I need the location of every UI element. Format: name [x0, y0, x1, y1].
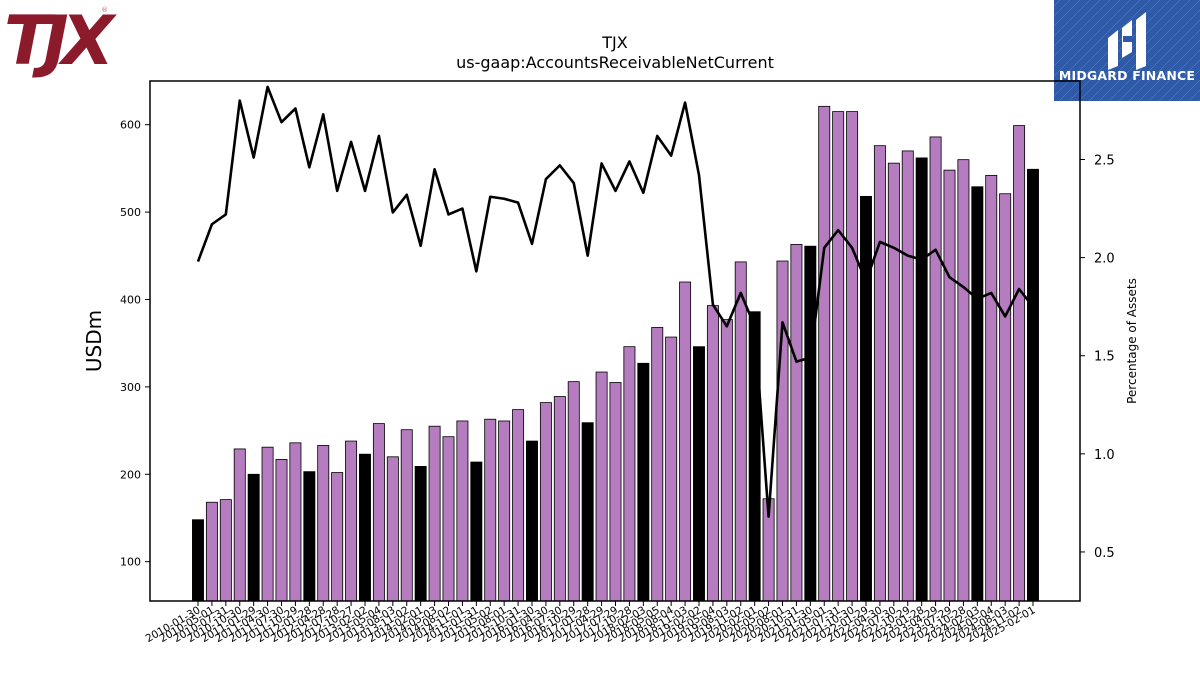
bar	[261, 446, 274, 602]
chart-title: TJX	[601, 33, 627, 52]
y-tick-label: 100	[120, 556, 141, 569]
y2-axis: 0.5 1.0 1.5 2.0 2.5	[1080, 153, 1115, 561]
bar	[414, 466, 427, 602]
bar-series	[192, 105, 1039, 602]
bar	[303, 471, 316, 602]
bar	[192, 519, 204, 602]
y-tick-label: 600	[120, 119, 141, 132]
x-axis: 2010-01-302010-05-012010-07-312010-10-30…	[144, 601, 1038, 645]
bar	[720, 319, 733, 602]
bar	[887, 162, 900, 602]
bar	[400, 429, 413, 602]
bar	[567, 381, 580, 602]
bar	[846, 111, 859, 602]
y2-tick-label: 2.5	[1094, 153, 1115, 168]
bar	[205, 501, 218, 602]
bar	[999, 193, 1012, 602]
bar	[748, 311, 761, 602]
bar	[651, 327, 664, 602]
bar	[609, 382, 622, 602]
bar	[539, 402, 552, 602]
bar	[1027, 168, 1039, 602]
percentage-line	[196, 85, 1035, 518]
bar	[386, 456, 399, 602]
y-tick-label: 500	[120, 206, 141, 219]
bar	[776, 260, 789, 602]
y2-axis-label: Percentage of Assets	[1125, 278, 1139, 404]
brand-logo: MIDGARD FINANCE	[1054, 0, 1200, 101]
chart-subtitle: us-gaap:AccountsReceivableNetCurrent	[456, 53, 774, 72]
brand-mark-icon	[1108, 12, 1146, 70]
bar	[818, 105, 831, 602]
bar	[1013, 125, 1026, 602]
bar	[957, 159, 970, 602]
bar	[442, 436, 455, 602]
bar	[372, 423, 385, 602]
bar	[706, 305, 719, 602]
bar	[929, 136, 942, 602]
bar	[553, 396, 566, 602]
brand-name: MIDGARD FINANCE	[1059, 68, 1195, 83]
bar	[526, 440, 538, 602]
bar	[581, 422, 594, 602]
bar	[901, 150, 914, 602]
bar	[219, 499, 232, 602]
bar	[317, 445, 330, 602]
svg-text:TJX: TJX	[4, 2, 118, 81]
y2-tick-label: 1.5	[1094, 350, 1115, 365]
y-axis-label: USDm	[82, 310, 106, 372]
y-axis: 100 200 300 400 500 600	[120, 119, 150, 569]
svg-text:®: ®	[101, 6, 108, 14]
bar	[832, 111, 845, 602]
bar	[512, 409, 525, 602]
bar	[860, 195, 872, 602]
y2-tick-label: 2.0	[1094, 252, 1115, 267]
plot-frame	[149, 80, 1081, 602]
bar	[873, 145, 886, 602]
bar	[693, 346, 705, 602]
bar	[637, 362, 650, 602]
bar	[345, 440, 358, 602]
bar	[470, 461, 483, 602]
bar	[623, 346, 636, 602]
bar	[331, 472, 344, 602]
bar	[289, 442, 302, 602]
bar	[247, 473, 260, 602]
bar	[971, 186, 984, 602]
bar	[428, 425, 441, 602]
bar	[734, 261, 747, 602]
y2-tick-label: 0.5	[1094, 546, 1115, 561]
bar	[915, 157, 928, 602]
bar	[790, 244, 803, 602]
y-tick-label: 300	[120, 381, 141, 394]
bar	[665, 336, 678, 602]
bar	[233, 448, 246, 602]
y-tick-label: 400	[120, 293, 141, 306]
line-series	[196, 85, 1035, 518]
bar	[985, 174, 998, 602]
y2-tick-label: 1.0	[1094, 448, 1115, 463]
bar	[484, 418, 497, 602]
bar	[943, 169, 956, 602]
company-logo: TJX ®	[4, 2, 125, 81]
bar	[498, 420, 511, 602]
bar	[595, 371, 608, 602]
y-tick-label: 200	[120, 468, 141, 481]
bar	[456, 420, 469, 602]
bar	[804, 245, 817, 602]
bar	[359, 453, 371, 602]
bar	[679, 281, 692, 602]
bar	[275, 459, 288, 602]
